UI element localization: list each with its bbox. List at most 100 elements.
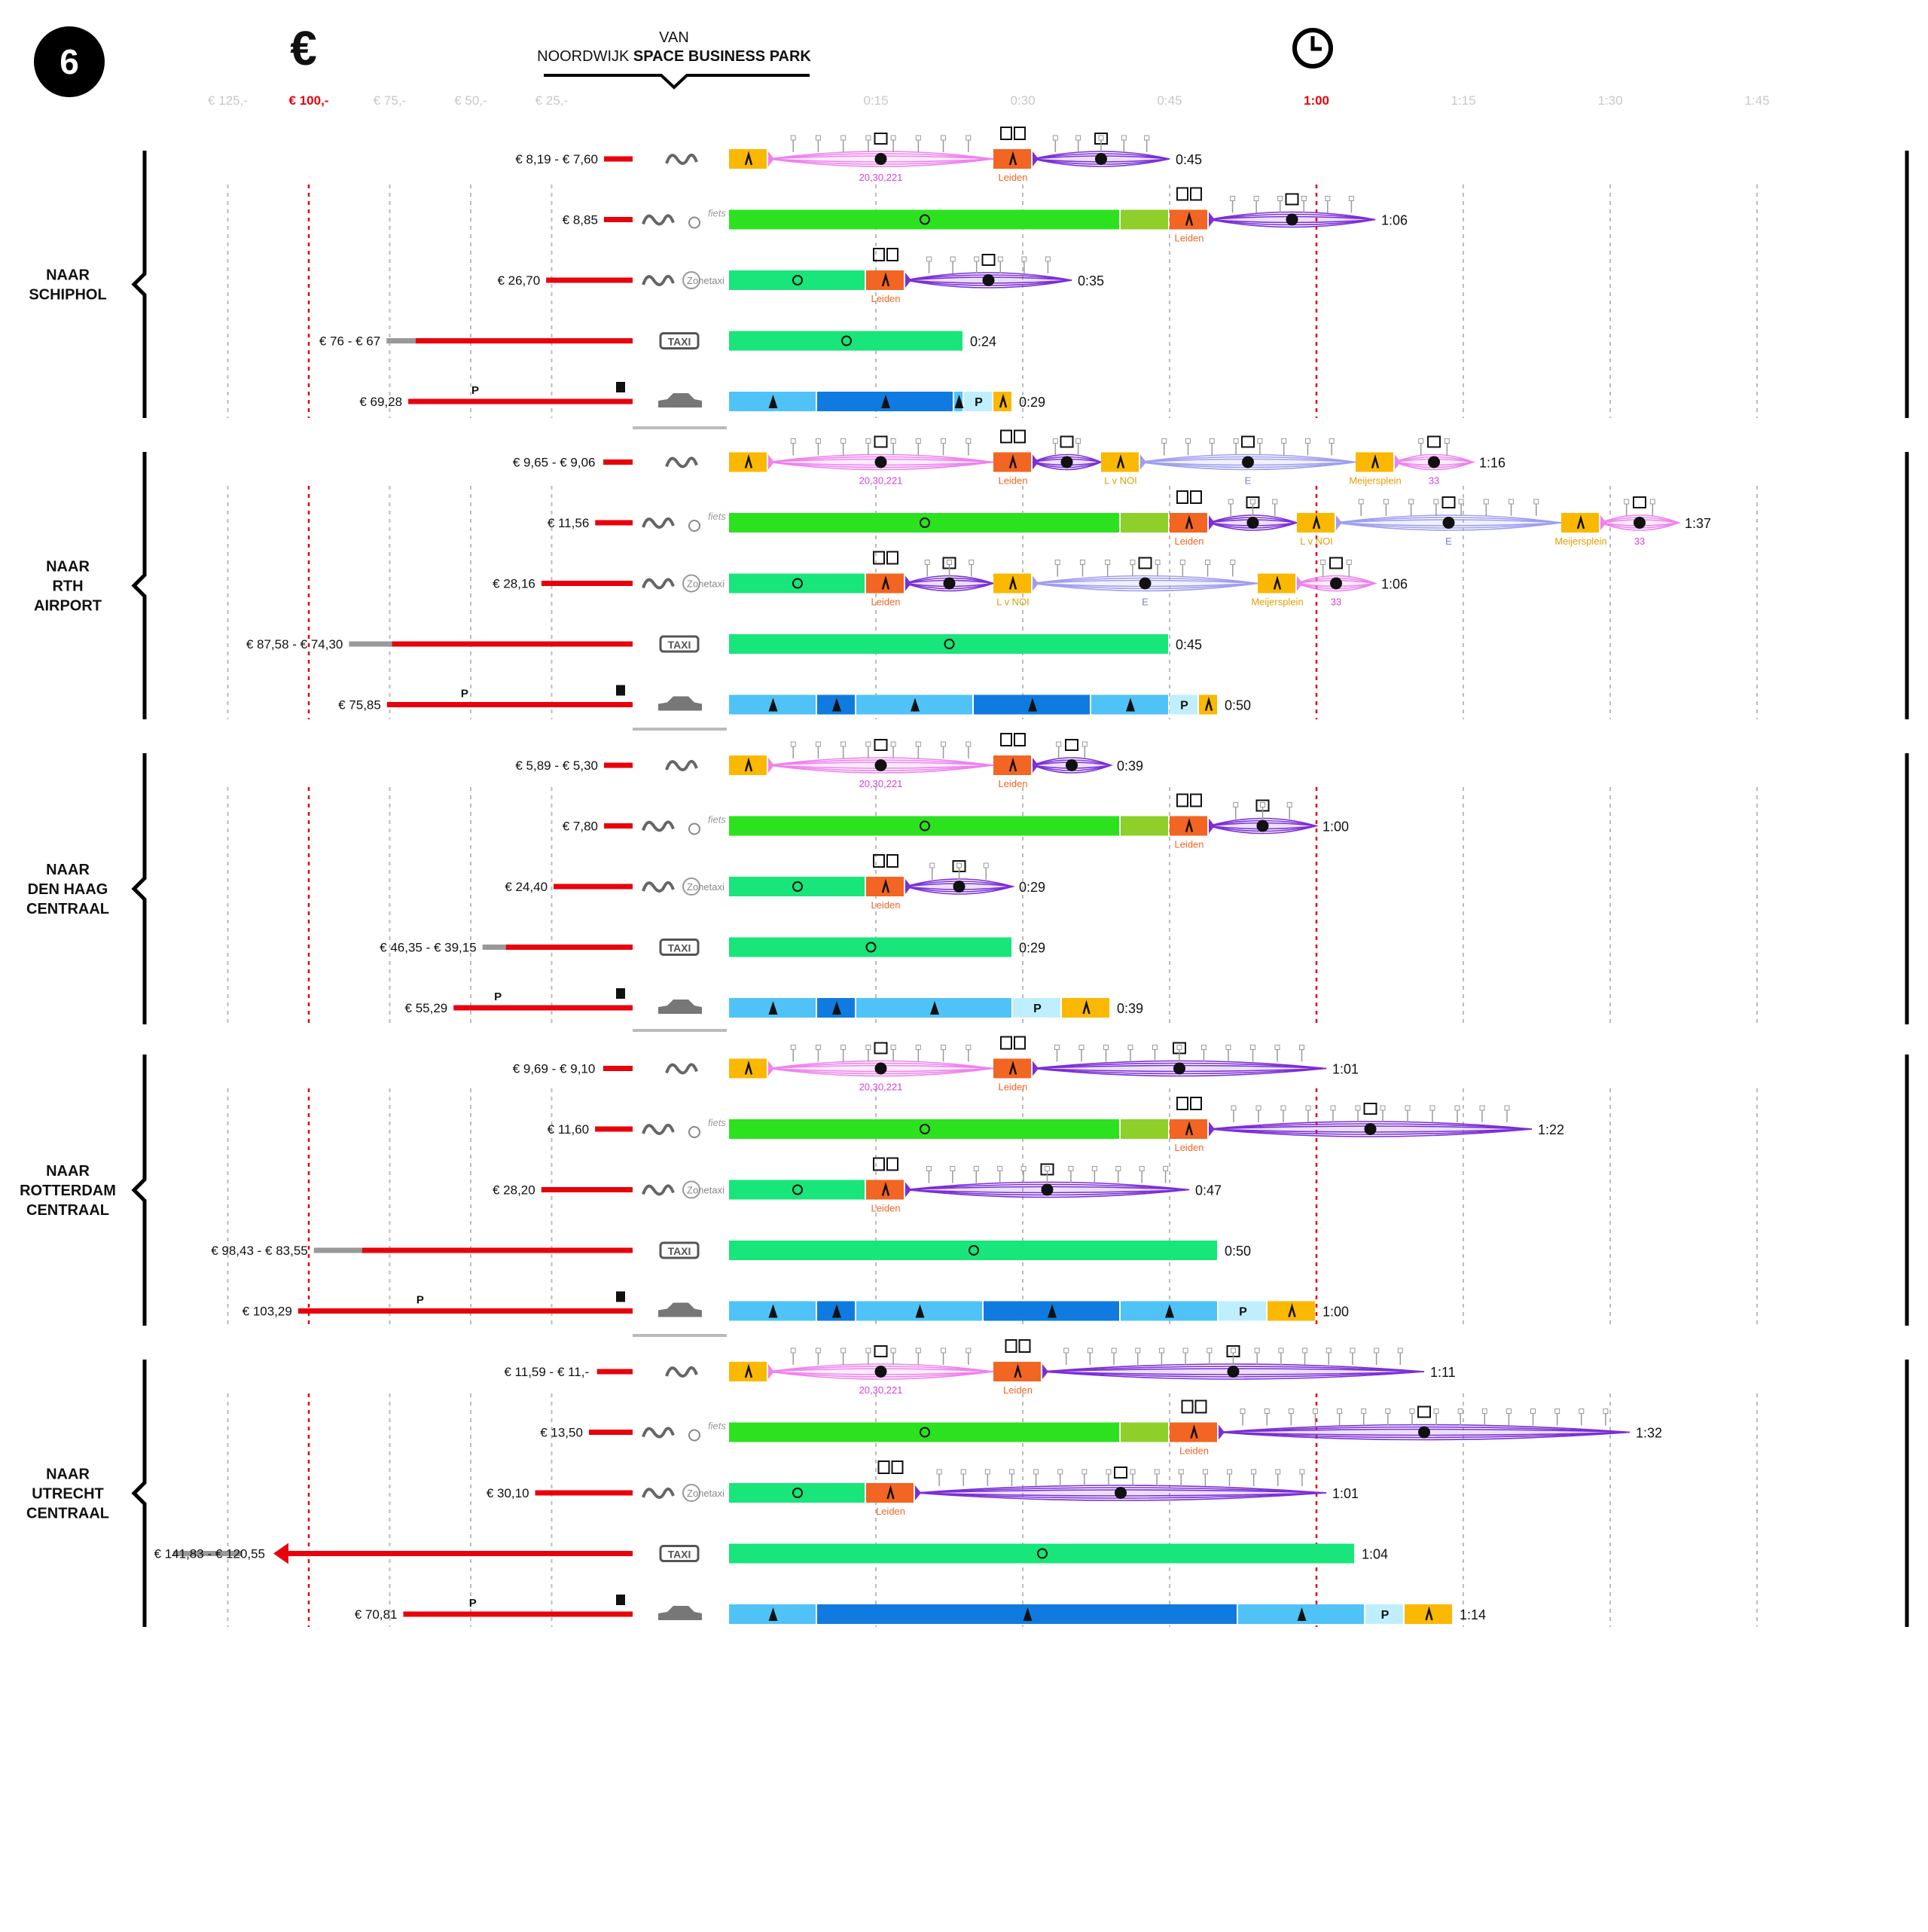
stop-pin-head bbox=[1231, 1105, 1237, 1111]
stop-pin-head bbox=[915, 1348, 921, 1354]
stop-pin-head bbox=[1158, 1348, 1164, 1354]
walk-icon bbox=[1273, 575, 1282, 590]
taxi-icon bbox=[659, 1241, 700, 1259]
cost-label: € 87,58 - € 74,30 bbox=[246, 637, 343, 652]
origin-pointer bbox=[544, 74, 810, 90]
cost-label: € 8,85 bbox=[563, 213, 598, 227]
stop-pin-head bbox=[1299, 1045, 1304, 1050]
cost-label: € 75,85 bbox=[338, 698, 381, 713]
travel-time-label: 1:00 bbox=[1322, 1305, 1349, 1320]
stop-pin-head bbox=[1228, 499, 1234, 505]
parking-label: P bbox=[1239, 1306, 1247, 1319]
stop-pin-head bbox=[1154, 1469, 1160, 1475]
train-segment bbox=[1042, 1345, 1425, 1380]
stop-pin-head bbox=[950, 1166, 956, 1171]
destination-label: NAAR bbox=[46, 862, 90, 878]
taxi-icon bbox=[659, 635, 700, 653]
train-segment-cap bbox=[1042, 1364, 1048, 1379]
taxi-car-icon bbox=[792, 1488, 803, 1498]
origin-line-1: VAN bbox=[659, 29, 689, 46]
origin-line-2: NOORDWIJK SPACE BUSINESS PARK bbox=[537, 48, 811, 65]
group-bracket bbox=[131, 753, 147, 1024]
stop-pin-head bbox=[1302, 1348, 1308, 1354]
stop-pin-head bbox=[1286, 802, 1292, 807]
road-icon bbox=[1028, 697, 1037, 712]
stop-pin-head bbox=[1227, 1469, 1233, 1475]
destination-label: ROTTERDAM bbox=[20, 1183, 116, 1199]
stop-pin-head bbox=[840, 1045, 847, 1050]
stop-pin-head bbox=[1329, 438, 1335, 444]
road-icon bbox=[915, 1304, 925, 1318]
walk-icon bbox=[1576, 514, 1585, 530]
stop-pin-head bbox=[1301, 196, 1307, 201]
stop-pin-head bbox=[1127, 1045, 1133, 1050]
wifi-icon bbox=[1363, 1103, 1377, 1115]
vehicle-icon bbox=[1173, 1062, 1185, 1075]
road-icon bbox=[832, 1001, 841, 1015]
segment-label: 20,30,221 bbox=[859, 475, 903, 487]
bus-segment-cap bbox=[1297, 575, 1303, 591]
segment-label: L v NOI bbox=[1300, 536, 1333, 547]
road-icon bbox=[954, 395, 964, 408]
stop-pin-head bbox=[1081, 741, 1088, 747]
zonetaxi-label: Zonetaxi bbox=[687, 1185, 725, 1196]
train-segment-cap bbox=[1219, 1424, 1225, 1440]
bus-segment-cap bbox=[768, 1364, 774, 1379]
mode-icon-taxi: TAXI bbox=[659, 939, 700, 956]
segment-label: L v NOI bbox=[996, 597, 1030, 608]
euro-icon: € bbox=[290, 21, 317, 75]
park-segment bbox=[1013, 998, 1060, 1018]
stop-pin-head bbox=[1182, 1348, 1188, 1354]
stop-pin-head bbox=[890, 438, 896, 444]
stop-pin-head bbox=[1361, 1409, 1367, 1414]
taxi-segment bbox=[729, 877, 865, 896]
vehicle-icon bbox=[1066, 759, 1078, 771]
mode-icon-ov-fiets: fiets bbox=[642, 1117, 726, 1138]
ov-chipkaart-icon bbox=[642, 274, 675, 286]
vehicle-icon bbox=[874, 1366, 887, 1378]
wifi-icon bbox=[1014, 429, 1026, 444]
mode-icon-ov-zonetaxi: Zonetaxi bbox=[642, 271, 725, 289]
stop-pin-head bbox=[1350, 1348, 1356, 1354]
stop-pin-head bbox=[1115, 1166, 1121, 1171]
stop-pin-head bbox=[1021, 256, 1027, 262]
wifi-icon bbox=[886, 551, 898, 565]
bus-segment bbox=[1600, 496, 1682, 531]
time-tick-label: 1:15 bbox=[1451, 93, 1475, 108]
cost-tick-label: € 125,- bbox=[208, 93, 248, 108]
train-segment-cap bbox=[1033, 1061, 1039, 1076]
stop-pin-head bbox=[1409, 1409, 1415, 1414]
wifi-icon bbox=[874, 133, 888, 145]
stop-pin-head bbox=[815, 1045, 821, 1050]
mode-icon-ov-fiets: fiets bbox=[642, 208, 726, 229]
origin-place: NOORDWIJK bbox=[537, 48, 633, 65]
stop-pin-head bbox=[1579, 1409, 1585, 1414]
taxi-car-icon bbox=[792, 1184, 803, 1195]
stop-pin-head bbox=[1278, 1348, 1284, 1354]
mode-icon-ov-fiets: fiets bbox=[642, 1421, 726, 1442]
stop-pin-head bbox=[815, 1348, 821, 1354]
wifi-icon bbox=[874, 1345, 888, 1357]
travel-time-label: 0:45 bbox=[1176, 152, 1202, 167]
bus-segment bbox=[767, 1345, 994, 1380]
stop-pin-head bbox=[984, 1469, 990, 1475]
stop-pin-head bbox=[950, 256, 956, 262]
wifi-icon bbox=[874, 435, 888, 448]
stop-pin-head bbox=[1483, 499, 1489, 505]
stop-pin-head bbox=[1233, 802, 1239, 807]
road-icon bbox=[930, 1001, 939, 1015]
stop-pin-head bbox=[865, 135, 871, 141]
stop-pin-head bbox=[1106, 1469, 1112, 1475]
travel-time-label: 1:04 bbox=[1362, 1547, 1388, 1562]
section-number: 6 bbox=[59, 42, 79, 81]
stop-pin-head bbox=[1304, 438, 1310, 444]
travel-time-label: 0:24 bbox=[970, 334, 996, 349]
stop-pin-head bbox=[983, 862, 989, 868]
cost-label: € 30,10 bbox=[487, 1486, 529, 1500]
cost-label: € 103,29 bbox=[243, 1305, 292, 1319]
destination-label: UTRECHT bbox=[32, 1486, 104, 1503]
parking-label: P bbox=[469, 1597, 477, 1610]
walk-icon bbox=[1312, 514, 1321, 530]
wifi-icon bbox=[1190, 793, 1202, 807]
taxi-icon-label: TAXI bbox=[668, 639, 691, 651]
